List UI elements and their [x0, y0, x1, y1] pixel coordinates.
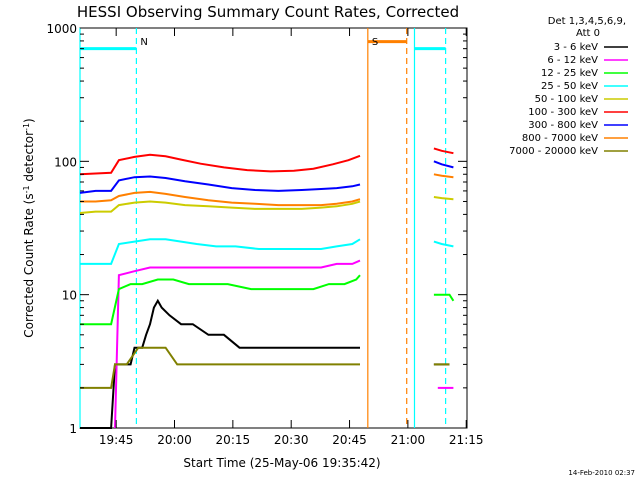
- legend-label-25-50-kev: 25 - 50 keV: [541, 81, 598, 92]
- y-tick-label-1000: 1000: [46, 22, 77, 36]
- x-tick-label-21-15: 21:15: [449, 433, 484, 447]
- legend-label-800-7000-kev: 800 - 7000 keV: [522, 133, 598, 144]
- series-line-800-7000-kev-after-gap: [433, 173, 454, 179]
- annotation-s: S: [372, 37, 378, 48]
- footer-timestamp: 14-Feb-2010 02:37: [568, 469, 635, 477]
- legend-label-300-800-kev: 300 - 800 keV: [528, 120, 598, 131]
- series-line-12-25-kev-after-gap: [433, 293, 455, 302]
- y-tick-label-100: 100: [54, 155, 77, 169]
- series-line-300-800-kev: [79, 175, 361, 194]
- x-tick-label-21-00: 21:00: [391, 433, 426, 447]
- y-tick-label-10: 10: [62, 289, 77, 303]
- series-line-300-800-kev-after-gap: [433, 160, 454, 169]
- series-line-25-50-kev: [80, 238, 361, 265]
- legend-label-7000-20000-kev: 7000 - 20000 keV: [509, 146, 598, 157]
- series-line-100-300-kev-after-gap: [433, 147, 454, 155]
- series-line-25-50-kev-after-gap: [433, 240, 454, 248]
- series-line-7000-20000-kev: [80, 346, 360, 389]
- series-line-12-25-kev: [80, 274, 361, 326]
- legend-label-6-12-kev: 6 - 12 keV: [547, 55, 598, 66]
- series-line-50-100-kev: [79, 200, 361, 214]
- x-tick-label-20-45: 20:45: [332, 433, 367, 447]
- legend-label-100-300-kev: 100 - 300 keV: [528, 107, 598, 118]
- x-tick-label-20-15: 20:15: [216, 433, 251, 447]
- chart-title: HESSI Observing Summary Count Rates, Cor…: [77, 3, 459, 21]
- series-line-100-300-kev: [79, 153, 361, 176]
- x-tick-label-19-45: 19:45: [99, 433, 134, 447]
- legend-header-line-1: Det 1,3,4,5,6,9,: [548, 16, 626, 27]
- x-tick-label-20-00: 20:00: [157, 433, 192, 447]
- y-axis-label: Corrected Count Rate (s-1 detector-1): [22, 118, 37, 337]
- plot-frame: [79, 27, 468, 429]
- legend: Det 1,3,4,5,6,9, Att 0 3 - 6 keV 6 - 12 k…: [509, 16, 628, 157]
- legend-label-50-100-kev: 50 - 100 keV: [535, 94, 599, 105]
- x-tick-label-20-30: 20:30: [274, 433, 309, 447]
- series-line-50-100-kev-after-gap: [433, 196, 454, 201]
- x-axis-label: Start Time (25-May-06 19:35:42): [183, 456, 380, 470]
- svg-text:Corrected Count Rate (s-1 dete: Corrected Count Rate (s-1 detector-1): [22, 118, 37, 337]
- series-line-6-12-kev: [114, 259, 361, 429]
- legend-label-12-25-kev: 12 - 25 keV: [541, 68, 598, 79]
- legend-label-3-6-kev: 3 - 6 keV: [554, 42, 598, 53]
- series-line-800-7000-kev: [80, 190, 361, 207]
- legend-header-line-2: Att 0: [576, 28, 600, 39]
- annotation-n: N: [140, 37, 147, 48]
- y-tick-label-1: 1: [69, 422, 77, 436]
